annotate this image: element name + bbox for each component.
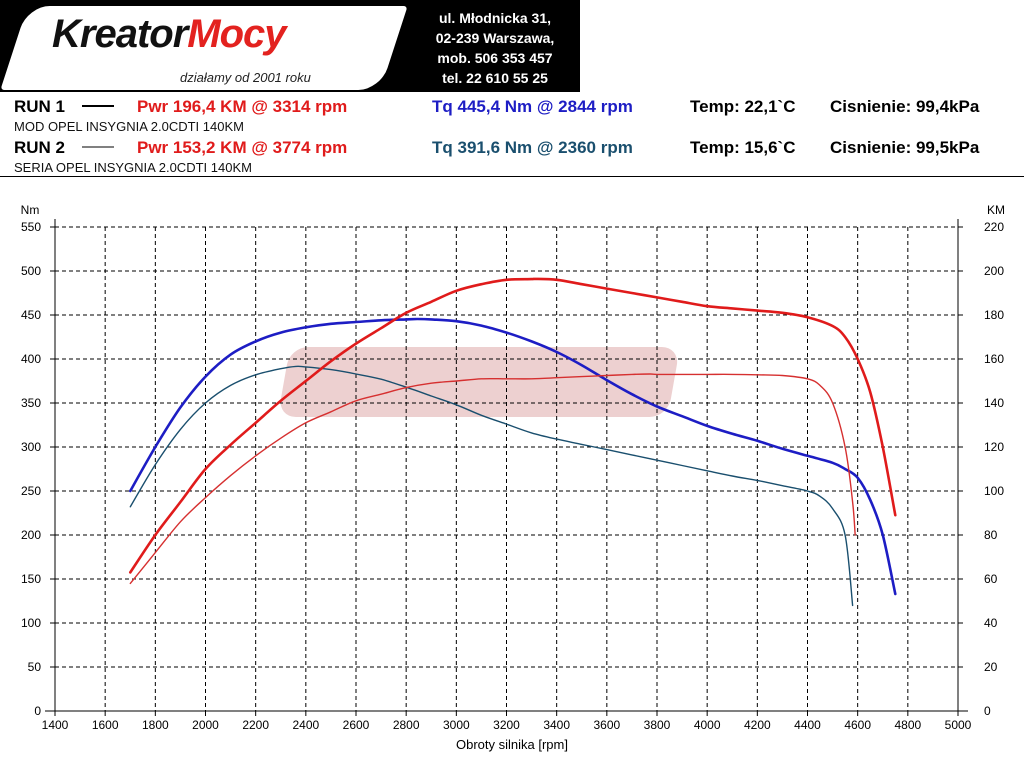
logo: KreatorMocy [52, 12, 287, 57]
dyno-chart: 1400 1600 1800 2000 2200 2400 2600 2800 3000 3200… [21, 203, 1005, 752]
y-left-tick-label: 450 [21, 308, 41, 322]
run1-pressure: Cisnienie: 99,4kPa [830, 97, 980, 116]
run1-label: RUN 1 [14, 97, 66, 116]
y-right-tick-label: 20 [984, 660, 998, 674]
x-tick-label: 5000 [945, 718, 972, 732]
y-axis-left-label: Nm [21, 203, 40, 217]
run1-legend-line [82, 105, 114, 107]
y-left-tick-label: 300 [21, 440, 41, 454]
x-tick-label: 3400 [543, 718, 570, 732]
y-left-tick-label: 350 [21, 396, 41, 410]
y-left-tick-label: 500 [21, 264, 41, 278]
y-right-tick-label: 140 [984, 396, 1004, 410]
series-run2-torque [129, 365, 854, 607]
x-tick-label: 1800 [142, 718, 169, 732]
y-right-tick-label: 200 [984, 264, 1004, 278]
run2-description: SERIA OPEL INSYGNIA 2.0CDTI 140KM [14, 160, 252, 175]
x-tick-label: 4200 [744, 718, 771, 732]
series-run2-power [129, 373, 856, 585]
y-right-tick-label: 40 [984, 616, 998, 630]
x-tick-label: 4400 [794, 718, 821, 732]
y-right-tick-label: 120 [984, 440, 1004, 454]
y-right-tick-label: 220 [984, 220, 1004, 234]
x-tick-label: 4000 [694, 718, 721, 732]
y-right-tick-label: 80 [984, 528, 998, 542]
y-left-tick-label: 250 [21, 484, 41, 498]
y-left-tick-label: 100 [21, 616, 41, 630]
x-tick-label: 2800 [393, 718, 420, 732]
run2-power: Pwr 153,2 KM @ 3774 rpm [137, 138, 348, 157]
x-tick-label: 2400 [292, 718, 319, 732]
contact-city: 02-239 Warszawa, [435, 30, 555, 46]
y-left-tick-label: 550 [21, 220, 41, 234]
y-axis-right-label: KM [987, 203, 1005, 217]
run2-pressure: Cisnienie: 99,5kPa [830, 138, 980, 157]
x-tick-label: 3200 [493, 718, 520, 732]
contact-mobile: mob. 506 353 457 [437, 50, 553, 66]
y-right-tick-label: 100 [984, 484, 1004, 498]
x-tick-label: 1600 [92, 718, 119, 732]
y-left-tick-label: 0 [34, 704, 41, 718]
series-run1-power [129, 277, 897, 574]
x-tick-label: 2600 [343, 718, 370, 732]
header-banner: KreatorMocy działamy od 2001 roku ul. Mł… [0, 0, 580, 92]
run2-torque: Tq 391,6 Nm @ 2360 rpm [432, 138, 633, 157]
logo-tagline: działamy od 2001 roku [180, 70, 311, 85]
run1-temp: Temp: 22,1`C [690, 97, 796, 116]
chart-axes [45, 219, 968, 716]
run1-description: MOD OPEL INSYGNIA 2.0CDTI 140KM [14, 119, 244, 134]
run2-label: RUN 2 [14, 138, 66, 157]
contact-street: ul. Młodnicka 31, [438, 10, 552, 26]
y-right-tick-label: 160 [984, 352, 1004, 366]
x-tick-label: 2200 [242, 718, 269, 732]
x-tick-label: 3600 [593, 718, 620, 732]
chart-series [129, 277, 897, 607]
chart-grid [55, 226, 959, 711]
y-left-tick-label: 400 [21, 352, 41, 366]
x-tick-label: 3000 [443, 718, 470, 732]
series-run1-torque [129, 317, 897, 596]
run1-torque: Tq 445,4 Nm @ 2844 rpm [432, 97, 633, 116]
x-tick-label: 2000 [192, 718, 219, 732]
run2-temp: Temp: 15,6`C [690, 138, 796, 157]
y-left-tick-label: 50 [28, 660, 42, 674]
y-right-tick-label: 0 [984, 704, 991, 718]
x-tick-label: 1400 [42, 718, 69, 732]
y-left-tick-label: 200 [21, 528, 41, 542]
x-tick-label: 3800 [644, 718, 671, 732]
contact-info: ul. Młodnicka 31, 02-239 Warszawa, mob. … [410, 8, 580, 88]
logo-accent: Mocy [187, 12, 286, 56]
run2-legend-line [82, 146, 114, 148]
x-axis-label: Obroty silnika [rpm] [456, 737, 568, 752]
x-tick-label: 4800 [894, 718, 921, 732]
chart-labels: 1400 1600 1800 2000 2200 2400 2600 2800 3000 3200… [21, 203, 1005, 752]
logo-main: Kreator [52, 12, 188, 56]
contact-phone: tel. 22 610 55 25 [442, 70, 548, 86]
y-left-tick-label: 150 [21, 572, 41, 586]
y-right-tick-label: 60 [984, 572, 998, 586]
chart-frame: 1400 1600 1800 2000 2200 2400 2600 2800 3000 3200… [0, 176, 1024, 763]
run1-power: Pwr 196,4 KM @ 3314 rpm [137, 97, 348, 116]
x-tick-label: 4600 [844, 718, 871, 732]
y-right-tick-label: 180 [984, 308, 1004, 322]
